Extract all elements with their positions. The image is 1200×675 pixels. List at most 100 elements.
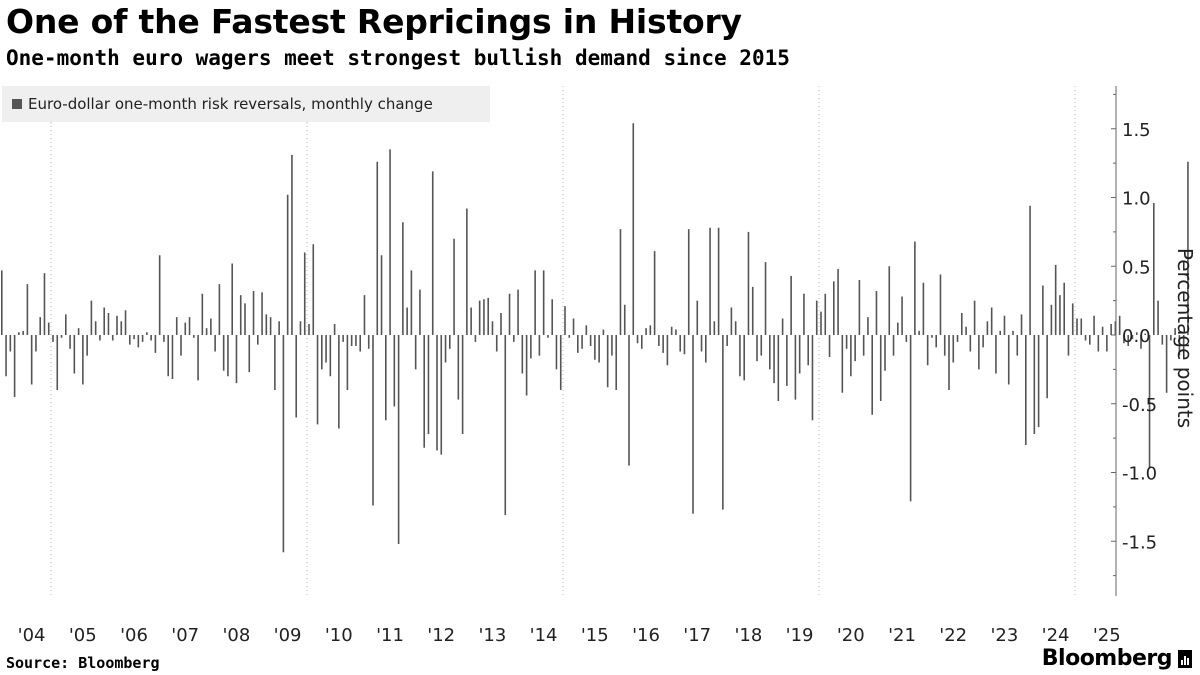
bar <box>1187 161 1189 335</box>
bar <box>555 335 558 370</box>
bar <box>892 335 895 356</box>
bar <box>1127 335 1129 346</box>
bar <box>670 326 673 335</box>
bar <box>1165 335 1168 393</box>
bar <box>649 325 652 336</box>
bar <box>367 335 370 349</box>
x-tick-label: '24 <box>1042 625 1070 646</box>
bar <box>1089 335 1091 345</box>
bar <box>235 335 238 384</box>
bar <box>69 335 71 349</box>
bar <box>500 313 502 335</box>
bar <box>513 335 515 342</box>
x-tick-label: '16 <box>632 625 660 646</box>
bar <box>619 229 622 336</box>
bar <box>734 321 737 335</box>
legend: Euro-dollar one-month risk reversals, mo… <box>2 86 490 122</box>
bar <box>158 255 161 335</box>
bar <box>491 321 494 335</box>
y-tick-label: 1.0 <box>1122 189 1151 210</box>
bar <box>730 307 733 335</box>
bar <box>1059 295 1061 336</box>
bar <box>65 314 67 336</box>
bar <box>205 328 208 336</box>
bar <box>871 335 873 415</box>
bar <box>1148 335 1151 469</box>
bar <box>107 313 110 335</box>
bar <box>478 300 481 336</box>
bar <box>845 335 848 349</box>
bar <box>867 317 869 336</box>
bar <box>743 335 745 381</box>
bar <box>632 123 635 335</box>
bar <box>167 335 169 377</box>
bar <box>854 335 856 362</box>
bar <box>1131 335 1134 340</box>
bar <box>286 194 289 335</box>
bar <box>666 335 669 366</box>
bar <box>150 335 152 341</box>
bar <box>355 335 357 346</box>
bar <box>807 335 809 366</box>
bar <box>888 266 891 335</box>
bar <box>897 322 899 336</box>
bar <box>94 321 97 335</box>
bar <box>990 307 993 335</box>
bar <box>978 335 980 370</box>
bar <box>901 296 903 335</box>
bar <box>602 329 605 335</box>
x-tick-label: '23 <box>990 625 1018 646</box>
bar <box>922 282 925 335</box>
bar <box>1080 318 1083 335</box>
bar <box>495 335 498 352</box>
bar <box>333 324 336 335</box>
bar <box>675 329 677 335</box>
bar <box>257 335 259 345</box>
bar <box>705 335 707 363</box>
y-axis-label: Percentage points <box>1173 248 1197 428</box>
bar <box>905 335 908 342</box>
bar <box>129 335 131 345</box>
x-tick-label: '18 <box>734 625 762 646</box>
x-tick-label: '20 <box>837 625 865 646</box>
bar <box>824 293 827 335</box>
bar <box>120 321 123 335</box>
bar <box>474 335 477 342</box>
bar <box>1020 314 1023 336</box>
bar <box>227 335 229 377</box>
bar <box>141 335 144 342</box>
bar <box>687 229 690 336</box>
bar <box>295 335 297 418</box>
bar <box>833 281 835 336</box>
bar <box>1025 335 1027 445</box>
bar <box>1140 335 1142 349</box>
bar <box>252 291 255 335</box>
bar <box>1050 304 1053 335</box>
bar <box>13 335 16 397</box>
bar <box>312 244 315 335</box>
bar <box>124 310 127 335</box>
bar <box>577 335 579 353</box>
bar <box>589 335 592 346</box>
bar <box>427 335 430 434</box>
bar <box>116 315 118 335</box>
bar <box>154 335 157 353</box>
bar <box>781 318 784 335</box>
bar <box>952 335 955 363</box>
bar <box>436 335 438 451</box>
bar <box>175 317 178 336</box>
bar <box>274 335 276 390</box>
bar <box>453 238 455 335</box>
y-tick-label: -0.5 <box>1122 395 1157 416</box>
bar <box>641 335 643 349</box>
bar <box>406 307 408 335</box>
bar <box>884 335 886 371</box>
bar <box>214 335 216 352</box>
bar <box>73 335 76 374</box>
bar <box>628 335 630 466</box>
bar <box>22 330 24 336</box>
bar <box>397 335 400 544</box>
bar <box>376 161 379 335</box>
bar <box>935 335 937 348</box>
source-note: Source: Bloomberg <box>6 654 160 672</box>
